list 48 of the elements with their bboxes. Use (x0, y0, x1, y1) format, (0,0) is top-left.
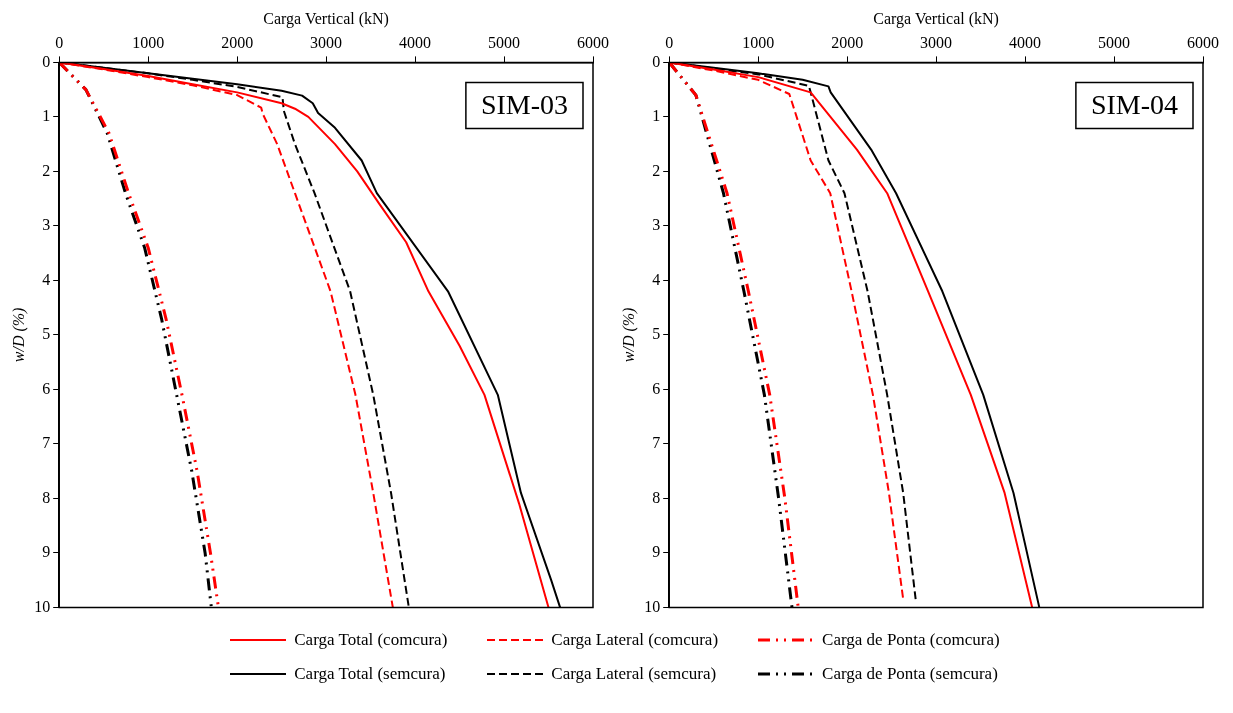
y-tick-label: 0 (42, 52, 51, 70)
y-tick-label: 5 (652, 325, 661, 343)
legend-label: Carga Total (comcura) (294, 630, 448, 650)
x-axis-title: Carga Vertical (kN) (873, 9, 999, 28)
y-tick-label: 10 (644, 597, 661, 615)
y-tick-label: 3 (652, 216, 661, 234)
annotation: SIM-04 (1090, 88, 1178, 120)
y-tick-label: 8 (42, 488, 51, 506)
x-tick-label: 0 (665, 34, 674, 51)
y-tick-label: 6 (652, 379, 661, 397)
legend-label: Carga Total (semcura) (294, 664, 446, 684)
x-tick-label: 5000 (1098, 34, 1131, 51)
y-tick-label: 7 (652, 434, 661, 452)
y-tick-label: 9 (652, 543, 661, 561)
x-tick-label: 3000 (310, 34, 343, 51)
y-tick-label: 3 (42, 216, 51, 234)
y-tick-label: 1 (42, 107, 51, 125)
x-tick-label: 3000 (920, 34, 953, 51)
legend-label: Carga Lateral (comcura) (551, 630, 719, 650)
x-tick-label: 4000 (399, 34, 432, 51)
x-tick-label: 1000 (132, 34, 165, 51)
y-tick-label: 2 (42, 161, 51, 179)
x-tick-label: 5000 (488, 34, 521, 51)
x-axis-title: Carga Vertical (kN) (263, 9, 389, 28)
legend-label: Carga de Ponta (comcura) (822, 630, 1000, 650)
x-tick-label: 2000 (831, 34, 864, 51)
y-tick-label: 4 (42, 270, 51, 288)
x-tick-label: 4000 (1009, 34, 1042, 51)
x-tick-label: 2000 (221, 34, 254, 51)
y-tick-label: 5 (42, 325, 51, 343)
annotation: SIM-03 (480, 88, 568, 120)
y-tick-label: 9 (42, 543, 51, 561)
y-tick-label: 7 (42, 434, 51, 452)
y-tick-label: 0 (652, 52, 661, 70)
y-axis-title: w/D (%) (619, 307, 638, 363)
y-tick-label: 1 (652, 107, 661, 125)
y-tick-label: 4 (652, 270, 661, 288)
legend-label: Carga de Ponta (semcura) (822, 664, 998, 684)
x-tick-label: 0 (55, 34, 64, 51)
y-tick-label: 10 (34, 597, 51, 615)
y-tick-label: 6 (42, 379, 51, 397)
legend-label: Carga Lateral (semcura) (551, 664, 717, 684)
x-tick-label: 6000 (1187, 34, 1219, 51)
x-tick-label: 6000 (577, 34, 609, 51)
y-axis-title: w/D (%) (9, 307, 28, 363)
y-tick-label: 2 (652, 161, 661, 179)
y-tick-label: 8 (652, 488, 661, 506)
x-tick-label: 1000 (742, 34, 775, 51)
